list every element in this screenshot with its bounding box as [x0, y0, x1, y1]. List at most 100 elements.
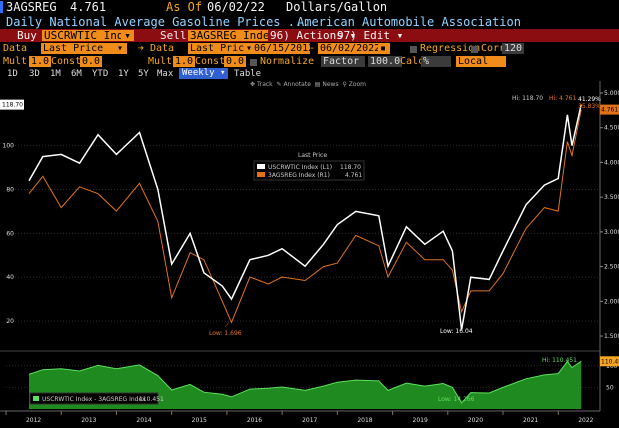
edit-menu-number: 97): [337, 29, 357, 42]
sub-tick-label: 100: [606, 363, 618, 370]
sub-last-marker: [600, 356, 619, 367]
ticker[interactable]: 3AGSREG: [6, 0, 57, 14]
left-last-marker-label: 118.70: [2, 102, 23, 109]
wti-pct-annotation: 41.29%: [578, 96, 601, 103]
range-5y[interactable]: 5Y: [138, 69, 149, 79]
const1-field[interactable]: 0.0: [80, 56, 103, 67]
legend-title: Last Price: [298, 152, 327, 159]
corr-label: Corr: [481, 43, 506, 54]
last-value: 4.761: [70, 0, 107, 14]
right-tick-label: 2.500: [604, 264, 619, 271]
buy-dropdown-icon[interactable]: ▾: [121, 30, 134, 41]
corr-window-field[interactable]: 120: [502, 43, 525, 54]
corr-checkbox[interactable]: [471, 46, 478, 53]
mult1-label: Mult: [3, 56, 28, 67]
x-tick-label: 2016: [247, 417, 262, 424]
const2-field[interactable]: 0.0: [224, 56, 247, 67]
x-tick-label: 2017: [302, 417, 317, 424]
regression-checkbox[interactable]: [410, 46, 417, 53]
header-row: 3AGSREG 4.761 As Of 06/02/22 Dollars/Gal…: [0, 0, 619, 15]
mult2-field[interactable]: 1.0: [173, 56, 196, 67]
news-icon: ▤: [314, 81, 321, 88]
actions-menu-number: 96): [270, 29, 290, 42]
data1-dropdown-icon[interactable]: ▾: [115, 43, 127, 54]
range-1m[interactable]: 1M: [50, 69, 61, 79]
chevron-down-icon: ▾: [219, 68, 226, 78]
data2-dropdown-icon[interactable]: ▾: [244, 43, 256, 54]
chevron-down-icon: ▾: [349, 29, 357, 42]
normalize-checkbox[interactable]: [250, 59, 257, 66]
tool-zoom[interactable]: Zoom: [348, 81, 366, 88]
tool-annotate[interactable]: Annotate: [283, 81, 311, 88]
data-row: Data Last Price ▾ ➔ Data Last Price ▾ 06…: [0, 43, 619, 56]
regression-label: Regression: [420, 43, 481, 54]
source: American Automobile Association: [297, 15, 521, 29]
data2-select[interactable]: Last Price: [188, 43, 244, 54]
sub-legend-swatch: [33, 396, 39, 401]
x-axis-ticks: 2012 2013 2014 2015 2016 2017 2018 2019 2020 2021…: [5, 411, 594, 424]
range-1y[interactable]: 1Y: [118, 69, 129, 79]
wti-high-annotation: Hi: 118.70: [512, 95, 543, 102]
x-tick-label: 2015: [192, 417, 207, 424]
right-last-marker-label: 4.761: [601, 107, 618, 114]
tool-news[interactable]: News: [322, 81, 339, 88]
gas-pct-annotation: 35.83%: [578, 103, 601, 110]
range-6m[interactable]: 6M: [71, 69, 82, 79]
range-1d[interactable]: 1D: [7, 69, 18, 79]
axis-markers: 118.70 4.761 110.45: [0, 99, 619, 367]
table-button[interactable]: Table: [234, 69, 262, 79]
data1-select[interactable]: Last Price: [41, 43, 117, 54]
sub-last-marker-label: 110.45: [601, 358, 619, 365]
edit-menu[interactable]: 97) Edit ▾: [337, 29, 403, 42]
left-tick-label: 40: [6, 274, 14, 281]
x-tick-label: 2021: [523, 417, 538, 424]
description: Daily National Average Gasoline Prices .…: [6, 15, 310, 29]
x-tick-label: 2018: [357, 417, 372, 424]
as-of-date[interactable]: 06/02/22: [207, 0, 265, 14]
frequency-select[interactable]: Weekly ▾: [179, 68, 229, 79]
x-tick-label: 2019: [413, 417, 428, 424]
annotations: Hi: 118.70 Hi: 4.761 41.29%35.83% Low: 1.69…: [209, 95, 601, 403]
as-of-label: As Of: [166, 0, 203, 14]
sell-label[interactable]: Sell: [160, 29, 187, 42]
buy-security-field[interactable]: USCRWTIC Ind: [42, 30, 122, 41]
data2-label: Data: [150, 43, 175, 54]
currency-select[interactable]: Local: [456, 56, 506, 67]
right-tick-label: 2.000: [604, 298, 619, 305]
actions-menu[interactable]: 96) Actions ▾: [270, 29, 356, 42]
chart-area[interactable]: 20 40 60 80 100 1.500 2.000 2.500 3.000 3.500 4.0…: [0, 81, 619, 428]
command-bar: Buy USCRWTIC Ind ▾ Sell 3AGSREG Inde: 96…: [0, 29, 619, 42]
right-tick-label: 4.500: [604, 125, 619, 132]
left-axis-ticks: 20 40 60 80 100: [3, 143, 15, 325]
left-tick-label: 20: [6, 318, 14, 325]
mult1-field[interactable]: 1.0: [29, 56, 52, 67]
tool-track[interactable]: Track: [256, 81, 273, 88]
buy-label[interactable]: Buy: [17, 29, 37, 42]
range-ytd[interactable]: YTD: [92, 69, 109, 79]
move-icon: ✥: [250, 81, 256, 88]
legend-name-wti: USCRWTIC Index (L1): [268, 164, 332, 171]
mult-row: Mult 1.0 Const 0.0 Mult 1.0 Const 0.0 No…: [0, 56, 619, 69]
normalize-factor-field[interactable]: 100.0: [368, 56, 403, 67]
wti-low-annotation: Low: 16.04: [440, 328, 473, 335]
calc-select[interactable]: %: [421, 56, 451, 67]
start-date-field[interactable]: 06/15/2012: [252, 43, 315, 54]
sell-security-field[interactable]: 3AGSREG Inde:: [188, 30, 268, 41]
right-tick-label: 3.000: [604, 229, 619, 236]
search-icon: ⚲: [342, 81, 347, 88]
legend-last-gas: 4.761: [345, 172, 362, 179]
left-tick-label: 100: [3, 143, 15, 150]
gas-high-annotation: Hi: 4.761: [549, 95, 576, 102]
pencil-icon: ✎: [276, 81, 282, 88]
range-max[interactable]: Max: [157, 69, 174, 79]
ratio-area: [29, 361, 582, 409]
right-tick-label: 4.000: [604, 159, 619, 166]
end-date-field[interactable]: 06/02/2022: [318, 43, 381, 54]
mult2-label: Mult: [148, 56, 173, 67]
actions-menu-label: Actions: [296, 29, 343, 42]
sub-legend-box: [29, 392, 159, 405]
normalize-select[interactable]: Factor: [321, 56, 365, 67]
range-3d[interactable]: 3D: [29, 69, 40, 79]
frequency-label: Weekly: [182, 68, 215, 78]
calendar-icon[interactable]: ▪: [378, 43, 390, 54]
